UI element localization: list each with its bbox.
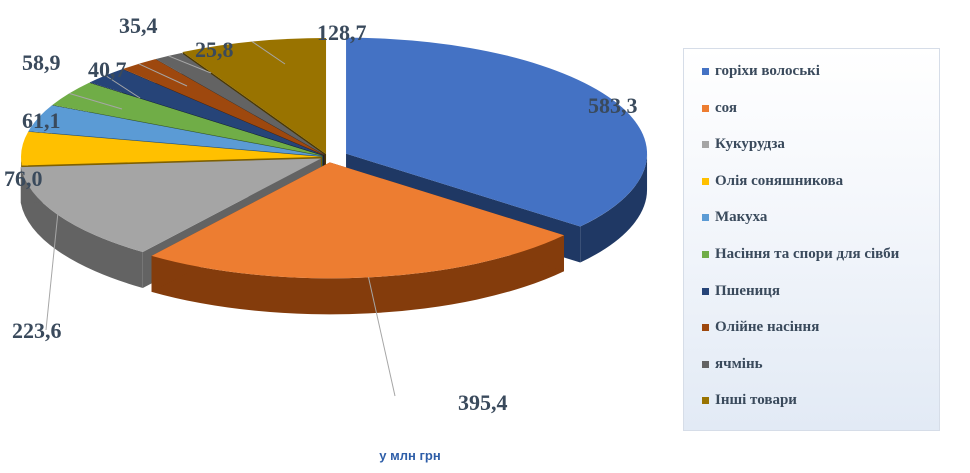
legend-item-насіння-та-спори-для-сівби: Насіння та спори для сівби: [702, 246, 899, 263]
data-label-соя: 395,4: [458, 390, 508, 415]
data-label-олія-соняшникова: 76,0: [4, 166, 43, 191]
pie-slice-насіння-та-спори-для-сівби: [52, 82, 323, 156]
data-labels: 583,3 395,4 223,6 76,0 61,1 58,9 40,7 35,4 25,8 1…: [4, 13, 638, 415]
legend-label: ячмінь: [715, 355, 763, 372]
legend-item-макуха: Макуха: [702, 209, 767, 226]
legend-swatch: [702, 104, 709, 112]
leader-line-інші-товари: [251, 41, 286, 65]
pie-slice-пшениця: [89, 69, 324, 156]
legend-item-соя: соя: [702, 100, 737, 117]
legend-item-ячмінь: ячмінь: [702, 356, 763, 373]
leader-line-ячмінь: [168, 55, 212, 74]
legend-label: Пшениця: [715, 282, 781, 299]
legend-swatch: [702, 287, 709, 295]
legend-label: Макуха: [715, 209, 768, 226]
pie-slice-олійне-насіння: [123, 59, 325, 156]
pie-slice-олія-соняшникова: [21, 131, 323, 166]
pie-tops: [20, 37, 648, 279]
legend-swatch: [702, 141, 709, 149]
pie-slice-макуха: [28, 105, 323, 157]
legend-item-горіхи-волоські: горіхи волоські: [702, 63, 820, 80]
pie-side-кукурудза: [20, 167, 143, 288]
legend-item-олійне-насіння: Олійне насіння: [702, 319, 819, 336]
leader-line-олійне-насіння: [138, 63, 188, 87]
legend-item-інші-товари: Інші товари: [702, 392, 797, 409]
legend-item-олія-соняшникова: Олія соняшникова: [702, 173, 843, 190]
unit-caption: у млн грн: [379, 448, 441, 463]
legend-label: соя: [715, 99, 737, 116]
legend-label: Олійне насіння: [715, 319, 820, 336]
legend-swatch: [702, 397, 709, 405]
pie-slice-інші-товари: [182, 38, 327, 155]
pie-side-соя: [151, 235, 565, 315]
data-label-ячмінь: 25,8: [195, 37, 234, 62]
pie-slice-соя: [151, 162, 565, 279]
legend: горіхи волоські соя Кукурудза Олія соняшник…: [683, 48, 940, 431]
pie-slice-кукурудза: [20, 158, 322, 252]
leader-line-кукурудза: [45, 214, 59, 331]
data-label-насіння-та-спори-для-сівби: 58,9: [22, 50, 61, 75]
data-label-олійне-насіння: 35,4: [119, 13, 158, 38]
leader-line-пшениця: [105, 75, 141, 99]
legend-label: Кукурудза: [715, 136, 785, 153]
data-label-горіхи-волоські: 583,3: [588, 93, 638, 118]
legend-swatch: [702, 214, 709, 222]
data-label-пшениця: 40,7: [88, 57, 127, 82]
data-label-кукурудза: 223,6: [12, 318, 62, 343]
data-label-інші-товари: 128,7: [317, 20, 367, 45]
leader-line-насіння-та-спори-для-сівби: [69, 92, 123, 110]
leader-line-соя: [368, 277, 396, 397]
legend-swatch: [702, 177, 709, 185]
legend-label: Олія соняшникова: [715, 172, 844, 189]
legend-swatch: [702, 360, 709, 368]
legend-swatch: [702, 251, 709, 258]
legend-label: горіхи волоські: [715, 63, 820, 79]
pie-side-горіхи-волоські: [580, 153, 648, 263]
legend-label: Інші товари: [715, 392, 797, 409]
legend-label: Насіння та спори для сівби: [715, 246, 900, 262]
data-label-макуха: 61,1: [22, 108, 61, 133]
legend-swatch: [702, 68, 709, 75]
legend-swatch: [702, 324, 709, 332]
legend-item-пшениця: Пшениця: [702, 283, 780, 300]
legend-item-кукурудза: Кукурудза: [702, 136, 785, 153]
pie-slice-горіхи-волоські: [346, 37, 648, 227]
pie-slice-ячмінь: [155, 53, 325, 156]
leader-lines: [45, 41, 396, 397]
